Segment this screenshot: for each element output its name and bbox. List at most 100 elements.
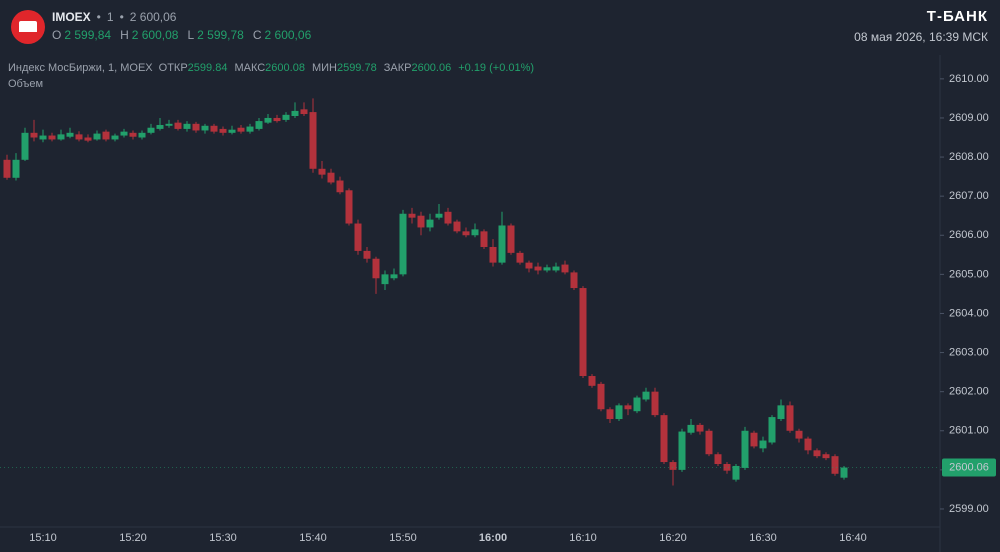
ohlc-value: 2 600,06 xyxy=(264,28,312,42)
datetime: 08 мая 2026, 16:39 МСК xyxy=(854,30,988,44)
brand: Т-БАНК xyxy=(926,8,988,25)
candle-body xyxy=(327,172,335,183)
legend-value: 2599.78 xyxy=(336,62,377,74)
candle-body xyxy=(192,123,200,131)
candle-body xyxy=(66,132,74,137)
x-tick-label: 16:40 xyxy=(839,532,867,544)
y-tick-label: 2599.00 xyxy=(949,503,989,515)
y-tick-label: 2606.00 xyxy=(949,229,989,241)
candle-body xyxy=(372,258,380,279)
y-tick-label: 2605.00 xyxy=(949,268,989,280)
candle-body xyxy=(435,213,443,218)
candle-body xyxy=(399,213,407,275)
candle-body xyxy=(786,405,794,431)
candle-body xyxy=(516,252,524,263)
candle-body xyxy=(336,180,344,193)
legend-label: ЗАКР xyxy=(383,62,412,74)
candle-body xyxy=(390,274,398,279)
y-tick-label: 2604.00 xyxy=(949,307,989,319)
last-price-tag xyxy=(942,458,996,477)
candle-body xyxy=(102,131,110,140)
candle-body xyxy=(723,464,731,471)
candle-body xyxy=(804,438,812,451)
y-tick-label: 2610.00 xyxy=(949,73,989,85)
candle-body xyxy=(705,430,713,455)
candle-body xyxy=(174,122,182,129)
candle-body xyxy=(633,397,641,412)
candle-body xyxy=(543,267,551,271)
candle-body xyxy=(561,264,569,273)
candle-body xyxy=(228,129,236,133)
candle-body xyxy=(138,132,146,138)
y-tick-label: 2608.00 xyxy=(949,151,989,163)
candle-body xyxy=(768,417,776,443)
candle-body xyxy=(507,225,515,253)
candle-body xyxy=(3,159,11,178)
candle-body xyxy=(318,168,326,175)
ohlc-label: O xyxy=(52,28,62,42)
ohlc-value: 2 599,84 xyxy=(64,28,112,42)
candle-body xyxy=(39,135,47,140)
candle-body xyxy=(840,467,848,478)
candle-body xyxy=(57,134,65,140)
candle-body xyxy=(408,213,416,218)
candle-body xyxy=(822,454,830,459)
candle-body xyxy=(570,272,578,289)
x-tick-label: 15:50 xyxy=(389,532,417,544)
candle-body xyxy=(237,127,245,132)
candle-body xyxy=(525,262,533,269)
x-tick-label: 15:10 xyxy=(29,532,57,544)
candle-body xyxy=(579,288,587,377)
candle-body xyxy=(12,159,20,178)
candle-body xyxy=(345,190,353,224)
candle-body xyxy=(165,123,173,126)
legend-change: +0.19 (+0.01%) xyxy=(458,62,535,74)
symbol: IMOEX xyxy=(52,10,91,24)
candle-body xyxy=(642,391,650,400)
interval: 1 xyxy=(106,10,114,24)
candle-body xyxy=(624,405,632,410)
candle-body xyxy=(831,456,839,474)
legend-label: ОТКР xyxy=(158,62,188,74)
candle-body xyxy=(156,124,164,129)
candle-body xyxy=(264,117,272,123)
legend-value: 2599.84 xyxy=(187,62,228,74)
y-tick-label: 2602.00 xyxy=(949,386,989,398)
x-tick-label: 15:20 xyxy=(119,532,147,544)
candle-body xyxy=(21,132,29,160)
legend-label: МИН xyxy=(311,62,337,74)
legend-value: 2600.08 xyxy=(265,62,305,74)
ohlc-label: C xyxy=(252,28,262,42)
x-tick-label: 15:30 xyxy=(209,532,237,544)
y-tick-label: 2607.00 xyxy=(949,190,989,202)
x-tick-label: 15:40 xyxy=(299,532,327,544)
candle-body xyxy=(606,409,614,420)
candle-body xyxy=(795,430,803,439)
legend-value: 2600.06 xyxy=(411,62,452,74)
candle-body xyxy=(381,274,389,285)
logo xyxy=(11,10,45,44)
candle-body xyxy=(426,219,434,228)
candle-body xyxy=(669,462,677,470)
candle-body xyxy=(453,221,461,232)
legend-label: МАКС xyxy=(234,62,266,74)
candle-body xyxy=(300,109,308,115)
candle-body xyxy=(48,135,56,140)
legend: Индекс МосБиржи, 1, MOEX ОТКР 2599.84 МАКС… xyxy=(8,62,534,74)
legend-name: Индекс МосБиржи, 1, MOEX xyxy=(8,62,153,74)
candle-body xyxy=(273,117,281,122)
candle-body xyxy=(696,424,704,432)
ohlc-value: 2 600,08 xyxy=(131,28,179,42)
candle-body xyxy=(552,266,560,271)
x-tick-label: 16:00 xyxy=(479,532,507,544)
candle-body xyxy=(363,250,371,259)
candle-body xyxy=(498,225,506,263)
candle-body xyxy=(444,211,452,224)
candle-body xyxy=(201,125,209,131)
candle-body xyxy=(120,131,128,136)
ohlc-value: 2 599,78 xyxy=(197,28,244,42)
ohlc-label: H xyxy=(120,28,129,42)
candle-body xyxy=(480,231,488,247)
candle-body xyxy=(93,133,101,140)
